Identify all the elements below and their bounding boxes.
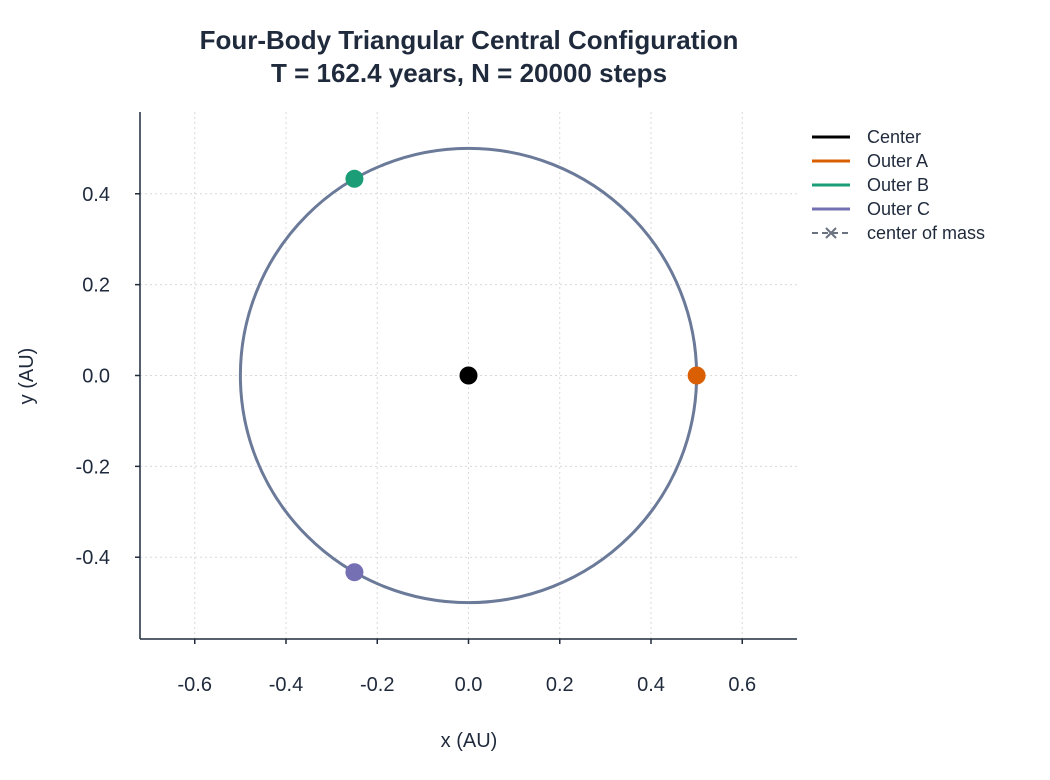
- x-tick-label: -0.6: [178, 674, 212, 696]
- x-tick-label: 0.2: [546, 674, 574, 696]
- x-tick-label: -0.4: [269, 674, 303, 696]
- y-tick-label: -0.2: [76, 456, 110, 478]
- body-marker-center: [459, 366, 478, 385]
- legend-label: Outer A: [867, 151, 928, 171]
- x-axis-label: x (AU): [441, 730, 498, 752]
- tick-labels: -0.6 -0.4 -0.2 0.0 0.2 0.4 0.6 0.4 0.2 0.0 -0.2 -0.…: [76, 184, 757, 696]
- legend-label: Outer C: [867, 199, 930, 219]
- legend: Center Outer A Outer B Outer C center of mas…: [812, 127, 985, 243]
- legend-label: Center: [867, 127, 921, 147]
- y-tick-label: 0.4: [82, 184, 110, 206]
- legend-label: Outer B: [867, 175, 929, 195]
- body-markers: [345, 169, 706, 582]
- body-marker-outer-a: [687, 366, 706, 385]
- y-tick-label: 0.0: [82, 366, 110, 388]
- legend-cross-icon: [825, 227, 837, 239]
- body-marker-outer-b: [345, 169, 364, 188]
- y-tick-label: -0.4: [76, 547, 110, 569]
- chart-title-line-1: Four-Body Triangular Central Configurati…: [200, 25, 739, 55]
- x-tick-label: 0.6: [728, 674, 756, 696]
- x-tick-label: 0.0: [455, 674, 483, 696]
- y-tick-label: 0.2: [82, 275, 110, 297]
- legend-label: center of mass: [867, 223, 985, 243]
- chart-title-line-2: T = 162.4 years, N = 20000 steps: [271, 58, 667, 88]
- x-tick-label: 0.4: [637, 674, 665, 696]
- body-marker-outer-c: [345, 563, 364, 582]
- x-tick-label: -0.2: [360, 674, 394, 696]
- y-axis-label: y (AU): [16, 348, 38, 405]
- axes: [135, 112, 797, 644]
